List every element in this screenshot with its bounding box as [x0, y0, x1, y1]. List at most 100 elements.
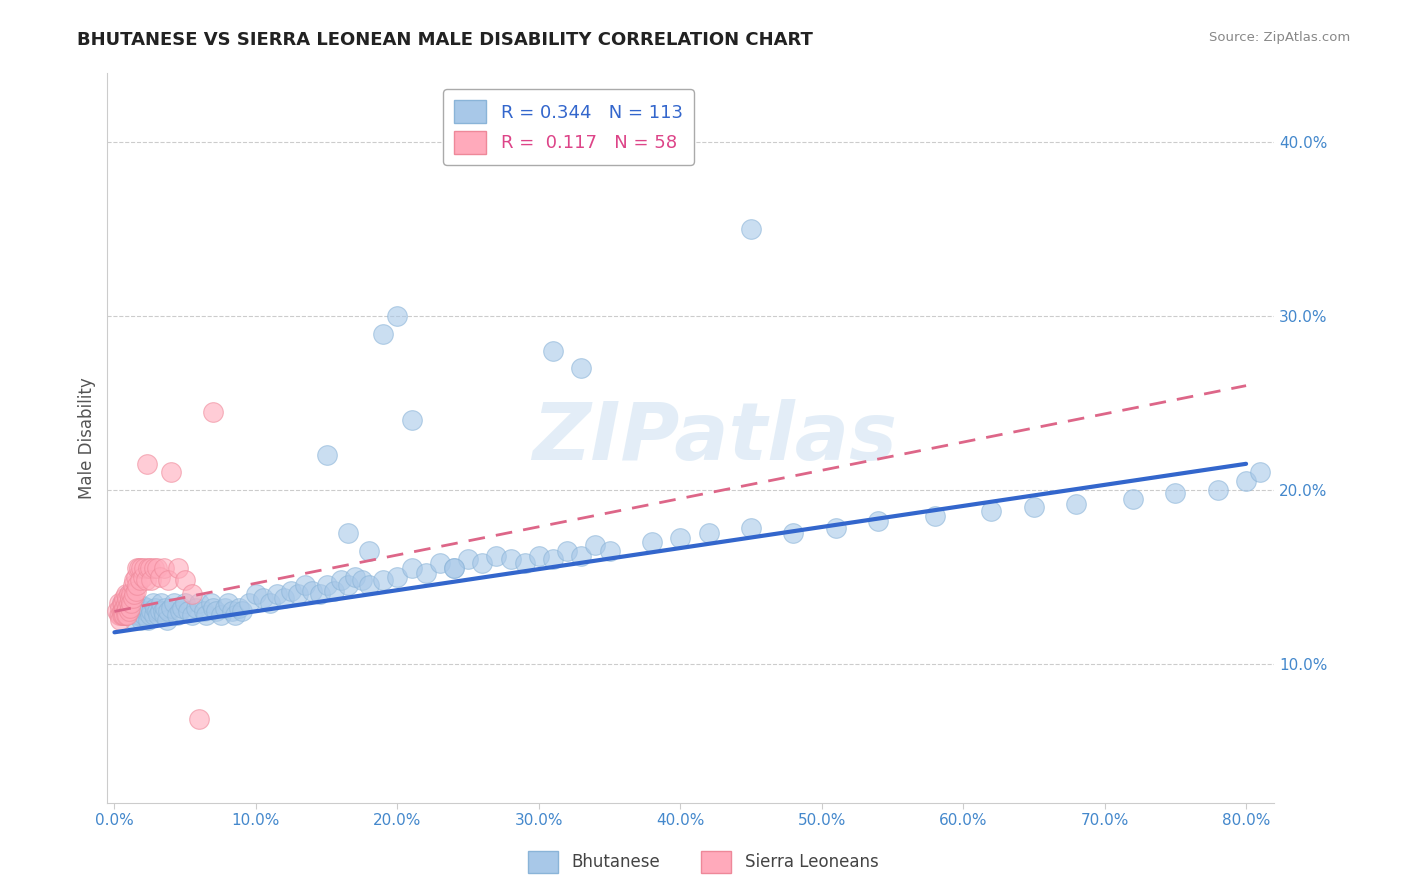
Point	[221, 604, 243, 618]
Point	[131, 613, 153, 627]
Point	[120, 596, 142, 610]
Point	[121, 578, 143, 592]
Point	[114, 596, 136, 610]
Point	[120, 587, 142, 601]
Point	[149, 604, 172, 618]
Point	[108, 607, 131, 622]
Point	[111, 596, 134, 610]
Point	[107, 607, 129, 622]
Point	[129, 573, 152, 587]
Point	[259, 596, 281, 610]
Point	[697, 526, 720, 541]
Point	[373, 326, 395, 341]
Point	[138, 613, 160, 627]
Point	[167, 561, 190, 575]
Point	[782, 526, 804, 541]
Point	[172, 601, 194, 615]
Point	[224, 607, 246, 622]
Point	[513, 556, 536, 570]
Point	[128, 561, 150, 575]
Point	[315, 578, 337, 592]
Point	[156, 613, 179, 627]
Text: BHUTANESE VS SIERRA LEONEAN MALE DISABILITY CORRELATION CHART: BHUTANESE VS SIERRA LEONEAN MALE DISABIL…	[77, 31, 813, 49]
Point	[527, 549, 550, 563]
Y-axis label: Male Disability: Male Disability	[79, 377, 96, 499]
Point	[160, 466, 183, 480]
Point	[135, 573, 157, 587]
Point	[471, 556, 494, 570]
Point	[357, 543, 380, 558]
Point	[188, 596, 211, 610]
Point	[142, 596, 165, 610]
Point	[110, 607, 132, 622]
Point	[107, 596, 129, 610]
Point	[980, 504, 1002, 518]
Point	[117, 596, 139, 610]
Legend: Bhutanese, Sierra Leoneans: Bhutanese, Sierra Leoneans	[520, 845, 886, 880]
Point	[1022, 500, 1045, 515]
Point	[541, 552, 564, 566]
Point	[824, 521, 846, 535]
Point	[108, 601, 131, 615]
Point	[308, 587, 330, 601]
Point	[134, 607, 156, 622]
Point	[131, 561, 153, 575]
Point	[457, 552, 479, 566]
Point	[110, 596, 132, 610]
Legend: R = 0.344   N = 113, R =  0.117   N = 58: R = 0.344 N = 113, R = 0.117 N = 58	[443, 89, 693, 165]
Point	[136, 601, 159, 615]
Point	[122, 573, 145, 587]
Point	[485, 549, 508, 563]
Point	[118, 591, 141, 605]
Point	[148, 607, 170, 622]
Point	[868, 514, 890, 528]
Point	[141, 604, 163, 618]
Point	[127, 561, 149, 575]
Point	[112, 601, 135, 615]
Point	[114, 604, 136, 618]
Point	[153, 607, 176, 622]
Point	[217, 596, 239, 610]
Text: Source: ZipAtlas.com: Source: ZipAtlas.com	[1209, 31, 1350, 45]
Point	[155, 601, 177, 615]
Point	[114, 604, 136, 618]
Point	[111, 607, 134, 622]
Point	[115, 607, 138, 622]
Point	[108, 613, 131, 627]
Point	[115, 601, 138, 615]
Point	[294, 578, 316, 592]
Point	[301, 583, 323, 598]
Point	[1164, 486, 1187, 500]
Point	[205, 604, 228, 618]
Point	[209, 607, 232, 622]
Point	[110, 604, 132, 618]
Point	[110, 596, 132, 610]
Point	[245, 587, 267, 601]
Point	[153, 561, 176, 575]
Text: ZIPatlas: ZIPatlas	[531, 399, 897, 476]
Point	[181, 587, 204, 601]
Point	[129, 607, 152, 622]
Point	[569, 361, 592, 376]
Point	[343, 570, 366, 584]
Point	[117, 604, 139, 618]
Point	[238, 596, 260, 610]
Point	[641, 535, 664, 549]
Point	[669, 532, 692, 546]
Point	[112, 591, 135, 605]
Point	[740, 222, 762, 236]
Point	[443, 561, 465, 575]
Point	[111, 604, 134, 618]
Point	[188, 712, 211, 726]
Point	[273, 591, 295, 605]
Point	[443, 561, 465, 575]
Point	[555, 543, 578, 558]
Point	[373, 573, 395, 587]
Point	[186, 601, 208, 615]
Point	[315, 448, 337, 462]
Point	[174, 596, 197, 610]
Point	[141, 573, 163, 587]
Point	[1234, 474, 1257, 488]
Point	[195, 607, 218, 622]
Point	[322, 583, 344, 598]
